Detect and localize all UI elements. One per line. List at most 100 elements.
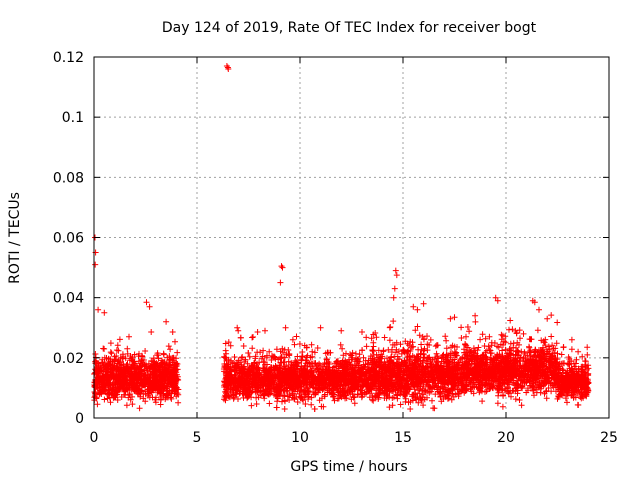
data-point [174,349,181,356]
data-point [151,368,158,375]
data-point [455,393,462,400]
data-point [459,354,466,361]
data-point [253,388,260,395]
data-point [326,367,333,374]
data-point [458,324,465,331]
data-point [299,380,305,387]
data-point [418,341,425,348]
data-point [251,360,257,367]
data-point [394,360,401,367]
data-point [225,373,232,380]
data-point [115,347,122,354]
data-point [101,396,108,403]
data-point [428,364,435,371]
data-point [433,342,440,349]
data-point [246,353,253,360]
data-point [432,361,439,368]
data-point [339,345,346,352]
data-point [285,381,292,388]
data-point [249,345,256,352]
data-point [117,368,124,375]
data-point [411,362,417,369]
data-point [266,379,273,386]
data-point [432,382,439,389]
data-point [320,363,327,370]
data-point [107,362,114,369]
data-point [222,340,229,347]
data-point [342,365,349,372]
data-point [225,339,232,346]
data-point [304,363,311,370]
data-point [293,373,300,380]
data-point [334,389,341,396]
data-point [299,353,305,360]
data-point [442,392,449,399]
data-point [138,368,145,375]
data-point [308,341,315,348]
data-point [98,387,105,394]
data-point [321,393,328,400]
data-point [165,343,172,350]
data-point [311,349,318,356]
data-point [268,357,275,363]
data-point [163,367,170,373]
data-point [410,343,417,350]
data-point [322,350,329,357]
data-point [254,329,261,335]
data-point [221,378,228,385]
data-point [259,353,266,360]
data-point [419,359,426,366]
data-point [257,349,264,356]
data-point [343,350,349,357]
data-point [264,352,270,359]
data-point [157,401,164,408]
data-point [379,374,386,381]
data-point [127,376,134,383]
data-point [353,375,359,382]
data-point [240,394,247,401]
data-point [113,347,120,354]
data-point [437,391,444,398]
data-point [358,377,365,384]
data-point [440,358,447,365]
data-point [124,345,131,352]
data-point [355,383,362,390]
data-point [120,372,127,379]
data-point [352,350,359,357]
data-point [148,329,155,335]
data-point [335,395,342,402]
data-point [250,334,256,340]
data-point [396,369,403,376]
data-point [402,395,409,402]
data-point [244,360,251,367]
data-point [404,376,411,382]
data-point [548,333,555,340]
data-point [429,397,435,404]
data-point [273,346,280,353]
data-point [308,394,315,401]
data-point [308,401,315,408]
data-point [466,328,473,335]
data-point [235,361,241,368]
data-point [239,377,246,384]
data-point [381,334,388,341]
data-point [91,379,98,386]
data-point [131,351,138,358]
data-point [146,364,153,371]
data-point [378,378,385,385]
data-point [443,345,450,352]
data-point [369,396,376,403]
data-point [392,387,399,394]
data-point [362,371,369,378]
data-point [418,396,425,403]
data-point [246,389,253,396]
data-point [129,357,135,364]
data-point [114,358,121,365]
data-point [518,402,525,409]
data-point [316,382,322,389]
data-point [223,383,230,390]
data-point [298,387,305,394]
data-point [443,367,450,374]
data-point [110,385,117,391]
